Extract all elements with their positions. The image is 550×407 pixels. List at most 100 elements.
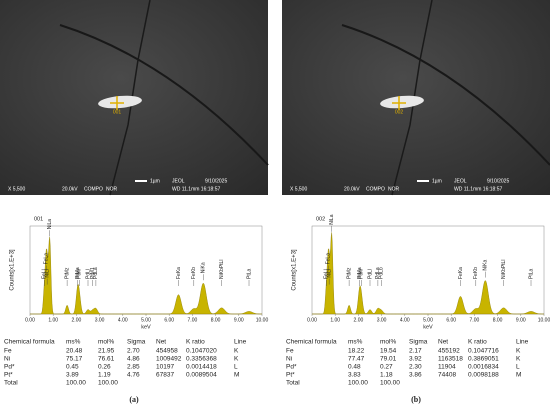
x-tick-label: 2.00 [72,317,82,323]
table-header: Chemical formula [4,339,55,346]
x-tick-label: 8.00 [211,317,221,323]
peak-label: FeKa [458,267,464,279]
table-cell: 1.18 [380,372,393,379]
table-cell: K [234,356,239,363]
table-cell: 0.1047716 [468,348,499,355]
x-tick-label: 4.00 [118,317,128,323]
x-tick-label: 1.00 [48,317,58,323]
peak-label: PtLa [528,268,534,279]
table-cell: 2.30 [409,364,422,371]
table-cell: 1009492 [156,356,182,363]
point-label: 002 [395,109,404,115]
y-axis-label: Counts[x1.E+3] [292,249,298,291]
table-header: K ratio [186,339,205,346]
sem-info: 20.0kV [344,186,360,192]
crack [391,0,433,196]
panel-label: (a) [129,395,139,404]
peak-label: NiKa [483,260,489,271]
table-cell: 3.83 [348,372,361,379]
peak-label: PtMa [75,267,81,279]
table-cell: 79.01 [380,356,397,363]
sem-info: 9/10/2025 [487,178,509,184]
sem-info: NOR [388,186,400,192]
x-tick-label: 4.00 [400,317,410,323]
peak-label: PdLb [379,267,385,279]
sem-info: JEOL [172,178,185,184]
scale-bar [135,180,147,182]
table-cell: L [516,364,520,371]
table-header: mol% [380,339,396,346]
x-tick-label: 1.00 [330,317,340,323]
grain-boundary [59,24,269,166]
peak-label: NiKa [201,262,207,273]
sem-info: JEOL [454,178,467,184]
table-cell: Pd* [286,364,297,371]
table-header: mol% [98,339,114,346]
x-tick-label: 5.00 [141,317,151,323]
peak-label: FeLa [326,253,332,265]
table-cell: K [516,356,521,363]
x-tick-label: 10.00 [538,317,550,323]
table-cell: 11904 [438,364,456,371]
table-header: Net [438,339,448,346]
table-cell: 0.27 [380,364,393,371]
y-axis-label: Counts[x1.E+3] [10,249,16,291]
x-tick-label: 0.00 [307,317,317,323]
panel: 002 X 5,500 20.0kV COMPO NOR 1µm JEOL 9/10/2025… [282,0,550,404]
peak-label: FeKb [473,267,479,279]
table-cell: Total [286,380,300,387]
x-tick-label: 5.00 [423,317,433,323]
peak-label: NiLl [44,269,50,278]
sem-info: WD 11.1mm 16:18:57 [172,186,220,192]
table-cell: 0.0016834 [468,364,499,371]
table-cell: 3.86 [409,372,422,379]
peak-label: PdLl [85,269,91,279]
table-cell: 2.17 [409,348,422,355]
panel-label: (b) [411,395,421,404]
panel: 001 X 5,500 20.0kV COMPO NOR 1µm JEOL 9/10/2025… [0,0,269,404]
peak-label: NiLa [47,219,53,230]
table-cell: 74408 [438,372,456,379]
table-cell: 100.00 [380,380,400,387]
table-header: Line [516,339,529,346]
table-cell: M [234,372,239,379]
table-cell: 0.48 [348,364,361,371]
crack [109,0,151,196]
peak-label: PtMz [346,267,352,279]
sem-info: X 5,500 [290,186,307,192]
table-cell: Ni [4,356,10,363]
x-tick-label: 2.00 [354,317,364,323]
x-tick-label: 7.00 [470,317,480,323]
table-cell: K [234,348,239,355]
point-marker [392,96,406,110]
table-cell: 0.0014418 [186,364,217,371]
table-cell: 100.00 [66,380,86,387]
x-tick-label: 9.00 [234,317,244,323]
table-header: Net [156,339,166,346]
peak-label: NiKbPtLl [219,260,225,279]
table-cell: 0.26 [98,364,111,371]
x-tick-label: 3.00 [377,317,387,323]
table-cell: 18.22 [348,348,365,355]
table-cell: 67837 [156,372,174,379]
table-cell: 3.89 [66,372,79,379]
x-tick-label: 6.00 [446,317,456,323]
table-header: ms% [66,339,81,346]
table-cell: 4.86 [127,356,140,363]
table-cell: 0.3356368 [186,356,217,363]
peak-label: PtM1 [90,267,96,279]
table-cell: Total [4,380,18,387]
spectrum-curve [30,236,263,315]
table-cell: L [234,364,238,371]
table-cell: Pd* [4,364,15,371]
table-cell: Fe [286,348,294,355]
table-header: Sigma [127,339,146,346]
peak-label: PtMr [359,268,365,279]
x-tick-label: 7.00 [188,317,198,323]
x-tick-label: 0.00 [25,317,35,323]
x-tick-label: 6.00 [164,317,174,323]
spectrum-id: 002 [316,216,325,222]
table-cell: Fe [4,348,12,355]
point-label: 001 [113,109,122,115]
